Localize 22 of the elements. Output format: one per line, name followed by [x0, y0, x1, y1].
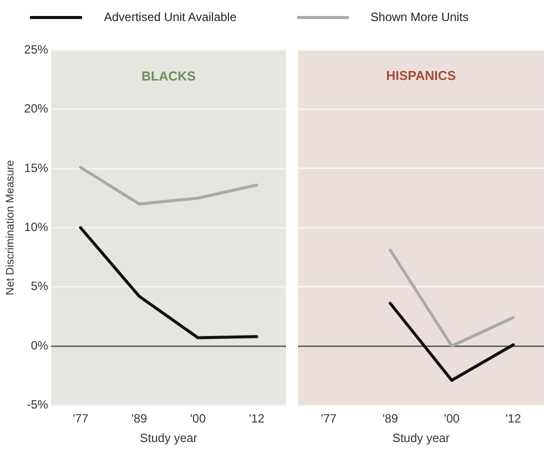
x-tick-label: '12 [248, 412, 265, 426]
x-tick-label: '00 [190, 412, 206, 426]
y-tick-label: 25% [24, 42, 49, 57]
y-tick-label: 20% [24, 102, 49, 116]
x-tick-label: '89 [382, 412, 398, 426]
x-axis-title: Study year [392, 431, 450, 446]
x-tick-label: '00 [444, 412, 460, 426]
x-tick-label: '12 [505, 412, 522, 426]
text: HISPANICS [386, 68, 456, 84]
y-tick-label: -5% [26, 398, 49, 412]
x-tick-label: '89 [131, 412, 148, 426]
text: BLACKS [142, 68, 196, 84]
y-tick-label: 0% [30, 338, 49, 352]
y-tick-label: 5% [30, 279, 49, 294]
legend-label: Advertised Unit Available [104, 10, 237, 24]
x-axis-title: Study year [140, 431, 198, 446]
y-tick-label: 10% [24, 220, 49, 234]
y-tick-label: 15% [24, 160, 49, 175]
x-tick-label: '77 [320, 412, 337, 426]
legend-label: Shown More Units [370, 10, 469, 24]
y-axis-title: Net Discrimination Measure [4, 160, 17, 296]
x-tick-label: '77 [72, 412, 89, 426]
